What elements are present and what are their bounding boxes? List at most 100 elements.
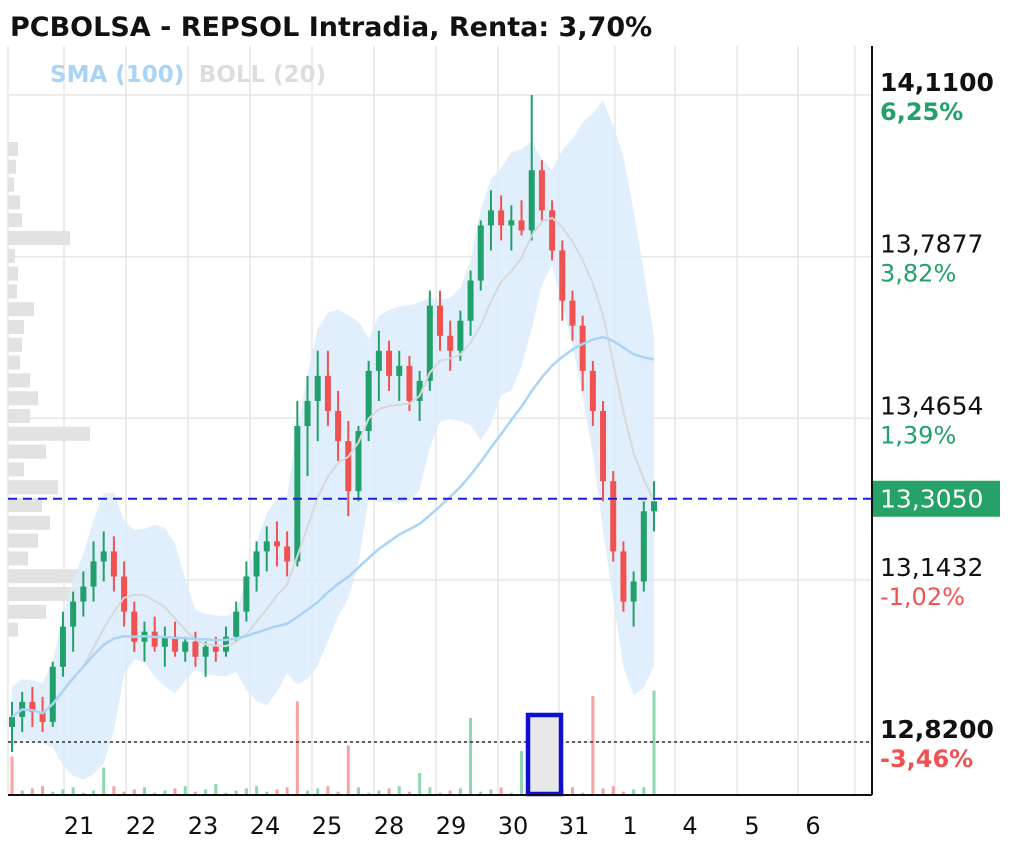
- volume-bar: [428, 787, 432, 795]
- volume-bar: [489, 789, 493, 795]
- bollinger-mid-line: [11, 216, 655, 718]
- volume-bar: [448, 790, 452, 795]
- x-tick-label: 24: [250, 812, 281, 840]
- axes: [8, 10, 873, 796]
- y-tick-label: 13,1432: [880, 553, 983, 582]
- profile-bar: [8, 142, 18, 156]
- volume-bar: [234, 790, 238, 795]
- candle-body: [406, 365, 413, 401]
- candle-body: [223, 636, 229, 652]
- volume-bar: [204, 789, 208, 795]
- volume-bar: [601, 788, 605, 795]
- volume-bar: [10, 756, 14, 795]
- volume-bar: [581, 792, 585, 795]
- y-tick-label: 13,4654: [880, 391, 983, 420]
- volume-bar: [356, 787, 360, 795]
- candle-body: [324, 375, 331, 411]
- y-tick-label: 13,7877: [880, 230, 983, 259]
- profile-bar: [8, 426, 90, 441]
- indicator-lines: [8, 216, 872, 797]
- candle-body: [212, 646, 219, 652]
- x-tick-label: 29: [436, 812, 467, 840]
- volume-bar: [71, 787, 75, 795]
- candle-body: [151, 631, 158, 647]
- sma-line: [11, 335, 655, 718]
- x-tick-label: 1: [622, 812, 637, 840]
- candle-body: [640, 511, 647, 582]
- legend: SMA (100) BOLL (20): [50, 62, 326, 88]
- profile-bar: [8, 337, 22, 352]
- volume-profile: [8, 142, 90, 637]
- candle-body: [518, 220, 525, 231]
- legend-boll: BOLL (20): [199, 62, 326, 88]
- candle-body: [508, 220, 515, 226]
- profile-bar: [8, 355, 20, 370]
- volume-bar: [81, 792, 85, 795]
- volume-bar: [509, 792, 513, 795]
- volume-bar: [173, 788, 177, 795]
- candle-body: [110, 551, 117, 577]
- volume-bar: [438, 792, 442, 795]
- volume-bar: [469, 718, 473, 795]
- volume-bar: [652, 690, 656, 795]
- candle-body: [29, 701, 36, 712]
- title-background: [5, 4, 873, 46]
- x-tick-label: 23: [188, 812, 219, 840]
- candle-body: [182, 641, 189, 652]
- candle-body: [559, 250, 566, 301]
- candle-body: [121, 576, 128, 612]
- candle-body: [192, 641, 199, 657]
- candle-body: [437, 305, 443, 336]
- volume-bar: [407, 791, 411, 795]
- volume-bar: [642, 787, 646, 795]
- profile-bar: [8, 409, 30, 423]
- candle-body: [59, 626, 66, 667]
- current-price-label: 13,3050: [880, 485, 983, 514]
- x-tick-label: 30: [498, 812, 529, 840]
- profile-bar: [8, 551, 28, 566]
- candle-body: [355, 431, 362, 492]
- candle-body: [569, 300, 576, 326]
- x-tick-label: 22: [126, 812, 157, 840]
- candle-body: [335, 410, 342, 442]
- volume-bar: [142, 787, 146, 795]
- volume-bar: [632, 789, 636, 795]
- profile-bar: [8, 587, 88, 601]
- y-tick-percent: -1,02%: [880, 583, 965, 611]
- volume-bar: [611, 786, 615, 795]
- volume-bar: [499, 787, 503, 795]
- volume-bar: [306, 790, 310, 795]
- profile-bar: [8, 569, 90, 584]
- volume-bar: [51, 791, 55, 795]
- profile-bar: [8, 266, 18, 281]
- profile-bar: [8, 177, 14, 192]
- candle-body: [610, 481, 617, 552]
- candle-body: [80, 586, 87, 602]
- volume-bar: [265, 791, 269, 795]
- volume-bar: [387, 788, 391, 795]
- volume-bar: [336, 791, 340, 795]
- candle-body: [243, 576, 250, 612]
- volume-bar: [570, 787, 574, 795]
- profile-bar: [8, 231, 70, 245]
- candle-body: [90, 561, 97, 587]
- candle-body: [9, 716, 15, 727]
- profile-bar: [8, 622, 18, 637]
- x-axis-labels: 21 22 23 24 25 28 29 30 31 1 4 5 6: [64, 812, 821, 840]
- candle-body: [304, 400, 311, 427]
- profile-bar: [8, 159, 16, 174]
- profile-bar: [8, 462, 24, 477]
- profile-bar: [8, 373, 30, 388]
- candle-body: [477, 225, 484, 281]
- volume-bar: [244, 788, 248, 795]
- y-tick-percent: 1,39%: [880, 421, 956, 449]
- profile-bar: [8, 248, 15, 263]
- volume-bar: [377, 790, 381, 795]
- profile-bar: [8, 391, 38, 406]
- volume-bar: [520, 751, 524, 795]
- candle-body: [39, 711, 46, 722]
- candle-body: [467, 280, 474, 321]
- volume-bar: [61, 789, 65, 795]
- candle-body: [233, 611, 240, 637]
- candle-body: [600, 410, 607, 482]
